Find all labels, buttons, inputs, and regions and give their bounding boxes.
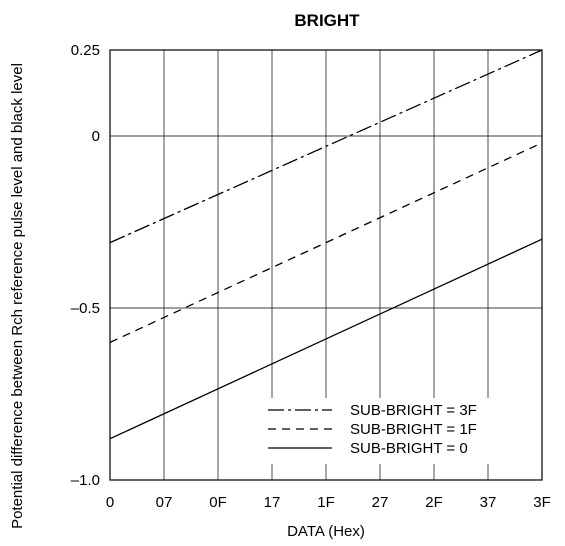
x-tick-label: 17	[264, 494, 281, 511]
x-tick-label: 07	[156, 494, 173, 511]
legend: SUB-BRIGHT = 3F SUB-BRIGHT = 1F SUB-BRIGHT…	[262, 398, 538, 464]
x-tick-label: 0	[106, 494, 114, 511]
x-tick-label: 0F	[209, 494, 227, 511]
x-tick-label: 1F	[317, 494, 335, 511]
legend-label: SUB-BRIGHT = 0	[350, 440, 468, 457]
x-tick-label: 27	[372, 494, 389, 511]
x-tick-labels: 0 07 0F 17 1F 27 2F 37 3F	[106, 494, 551, 511]
series-group	[109, 49, 543, 440]
x-tick-label: 2F	[425, 494, 443, 511]
x-tick-label: 37	[480, 494, 497, 511]
y-tick-label: –1.0	[71, 472, 100, 489]
chart-title: BRIGHT	[294, 11, 360, 30]
y-axis-label: Potential difference between Rch referen…	[9, 63, 26, 529]
plot-frame	[109, 49, 543, 481]
series-line	[109, 238, 543, 440]
grid	[110, 50, 542, 480]
legend-background	[262, 398, 538, 464]
x-tick-label: 3F	[533, 494, 551, 511]
legend-label: SUB-BRIGHT = 3F	[350, 402, 477, 419]
x-axis-label: DATA (Hex)	[287, 523, 365, 540]
series-line	[109, 49, 543, 244]
y-tick-labels: 0.25 0 –0.5 –1.0	[71, 42, 100, 489]
series-line	[109, 142, 543, 343]
y-tick-label: 0	[92, 128, 100, 145]
legend-label: SUB-BRIGHT = 1F	[350, 421, 477, 438]
y-tick-label: –0.5	[71, 300, 100, 317]
y-tick-label: 0.25	[71, 42, 100, 59]
